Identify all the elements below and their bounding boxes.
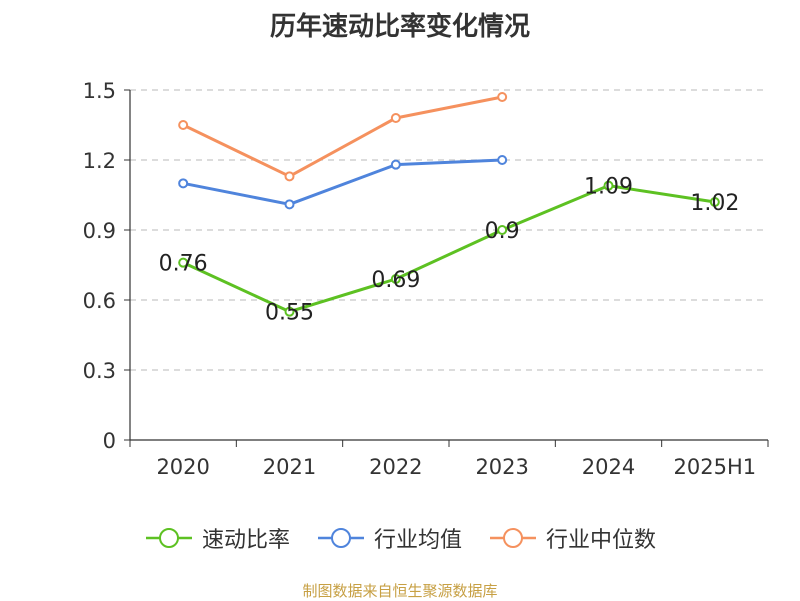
- legend-item[interactable]: 行业均值: [316, 522, 462, 554]
- series-lines: [178, 92, 720, 317]
- x-tick-label: 2024: [582, 455, 635, 479]
- data-point: [178, 178, 189, 189]
- data-point: [390, 159, 401, 170]
- data-point: [284, 199, 295, 210]
- y-tick-label: 0.6: [83, 289, 116, 313]
- series-line-1: [181, 158, 504, 206]
- x-tick-label: 2021: [263, 455, 316, 479]
- x-tick-label: 2022: [369, 455, 422, 479]
- data-point: [497, 155, 508, 165]
- legend-label: 行业均值: [373, 528, 462, 553]
- data-label: 0.55: [265, 301, 314, 326]
- data-point: [178, 120, 189, 130]
- legend-swatch: [317, 528, 364, 548]
- data-label: 1.02: [690, 191, 739, 216]
- data-label: 0.76: [159, 252, 208, 277]
- y-tick-label: 1.2: [83, 149, 116, 173]
- series-line-0: [181, 184, 717, 314]
- grid-lines: [130, 89, 768, 371]
- data-label: 0.9: [485, 219, 520, 244]
- source-footer: 制图数据来自恒生聚源数据库: [302, 582, 498, 600]
- data-label: 0.69: [371, 268, 420, 293]
- data-point: [497, 225, 508, 235]
- axes: 0 0.3 0.6 0.9 1.2 1.5 2020 2021 2022 2023 2024 2025…: [83, 79, 769, 479]
- data-point: [497, 92, 508, 102]
- data-labels: 0.76 0.55 0.69 0.9 1.09 1.02: [159, 175, 740, 326]
- y-tick-label: 1.5: [83, 79, 116, 103]
- data-point: [284, 171, 295, 182]
- series-line-2: [181, 95, 504, 178]
- data-point: [709, 197, 720, 207]
- x-tick-label: 2025H1: [674, 455, 757, 479]
- legend-label: 速动比率: [201, 528, 290, 553]
- data-point: [603, 180, 614, 191]
- y-tick-label: 0.3: [83, 359, 116, 383]
- x-tick-label: 2023: [475, 455, 528, 479]
- x-tick-label: 2020: [156, 455, 209, 479]
- legend-swatch: [145, 528, 192, 548]
- legend: 速动比率 行业均值 行业中位数: [0, 518, 800, 558]
- data-point: [178, 257, 189, 268]
- legend-swatch: [490, 528, 536, 548]
- data-point: [390, 113, 401, 123]
- data-label: 1.09: [584, 175, 633, 200]
- data-point: [284, 306, 295, 317]
- legend-item[interactable]: 速动比率: [144, 522, 290, 554]
- y-tick-label: 0.9: [83, 219, 116, 243]
- chart-title: 历年速动比率变化情况: [269, 12, 530, 42]
- y-tick-label: 0: [103, 429, 116, 453]
- data-point: [390, 274, 401, 284]
- legend-item[interactable]: 行业中位数: [488, 522, 656, 554]
- legend-label: 行业中位数: [546, 528, 657, 553]
